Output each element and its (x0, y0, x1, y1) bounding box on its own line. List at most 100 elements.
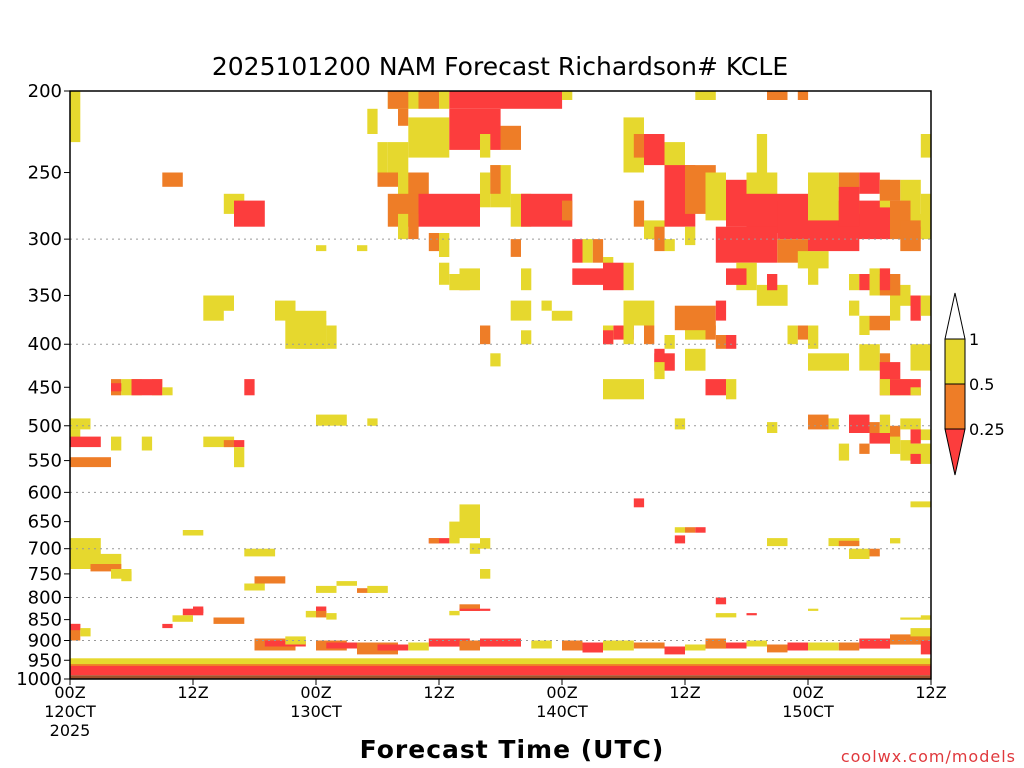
heatmap-cell (244, 548, 276, 557)
heatmap-cell (623, 300, 655, 326)
y-tick-label: 750 (28, 564, 62, 585)
heatmap-cell (808, 414, 829, 430)
x-tick-label: 12Z (177, 683, 208, 702)
heatmap-cell (838, 642, 860, 651)
heatmap-cell (111, 383, 132, 392)
heatmap-cell (70, 429, 81, 444)
heatmap-cell (705, 379, 726, 396)
heatmap-cell (644, 134, 665, 166)
heatmap-cell (439, 233, 450, 257)
y-tick-label: 450 (28, 377, 62, 398)
heatmap-cell (890, 538, 901, 544)
heatmap-cell (418, 193, 480, 227)
heatmap-cell (849, 274, 860, 291)
heatmap-cell (244, 379, 255, 396)
heatmap-cell (890, 436, 901, 454)
heatmap-cell (70, 457, 111, 468)
heatmap-cell (726, 179, 747, 227)
heatmap-cell (910, 429, 921, 444)
heatmap-cell (705, 638, 726, 649)
heatmap-cell (459, 640, 480, 651)
heatmap-cell (685, 644, 706, 651)
ground-layer (70, 675, 931, 679)
x-tick-label: 120CT (44, 702, 96, 721)
heatmap-cell (152, 379, 163, 396)
heatmap-cell (367, 108, 378, 134)
heatmap-cell (664, 646, 685, 655)
heatmap-cell (808, 262, 819, 285)
heatmap-cell (377, 644, 409, 651)
heatmap-cell (869, 433, 890, 444)
heatmap-cell (715, 226, 778, 263)
heatmap-cell (70, 658, 931, 665)
heatmap-cell (377, 172, 398, 187)
x-tick-label: 2025 (50, 721, 91, 740)
heatmap-cell (859, 638, 891, 649)
heatmap-cell (890, 425, 901, 441)
y-tick-label: 400 (28, 334, 62, 355)
heatmap-cell (439, 91, 450, 109)
plot-frame (69, 90, 932, 680)
heatmap-cell (910, 387, 921, 396)
heatmap-cell (838, 186, 860, 227)
heatmap-cell (551, 310, 573, 321)
legend-bottom-arrow (944, 428, 966, 476)
heatmap-cell (869, 422, 880, 433)
heatmap-cell (408, 213, 419, 240)
heatmap-cell (70, 664, 931, 676)
y-tick-label: 350 (28, 285, 62, 306)
x-tick-label: 00Z (300, 683, 331, 702)
heatmap-cell (890, 634, 931, 645)
heatmap-cell (900, 617, 932, 620)
heatmap-cell (746, 613, 757, 616)
heatmap-cell (910, 501, 931, 508)
heatmap-cell (449, 274, 460, 291)
heatmap-cell (418, 91, 439, 109)
heatmap-cell (623, 262, 634, 291)
x-tick-label: 00Z (54, 683, 85, 702)
x-tick-label: 130CT (290, 702, 342, 721)
heatmap-cell (428, 638, 470, 647)
x-tick-label: 150CT (782, 702, 834, 721)
heatmap-cell (664, 239, 675, 252)
heatmap-cell (623, 117, 644, 173)
legend-label-0.5: 0.5 (969, 375, 994, 394)
heatmap-cell (879, 179, 901, 201)
heatmap-cell (182, 608, 204, 616)
heatmap-cell (644, 325, 655, 345)
heatmap-cell (316, 585, 337, 593)
heatmap-cell (808, 172, 839, 221)
heatmap-cell (715, 335, 727, 349)
heatmap-cell (767, 422, 778, 433)
legend-label-1: 1 (969, 330, 979, 349)
heatmap-cell (90, 564, 122, 572)
heatmap-cell (920, 134, 932, 158)
heatmap-cell (715, 597, 727, 605)
heatmap-cell (541, 300, 552, 311)
heatmap-cell (70, 91, 81, 143)
x-tick-label: 00Z (546, 683, 577, 702)
heatmap-cell (849, 548, 870, 559)
heatmap-cell (879, 414, 891, 433)
x-tick-label: 12Z (423, 683, 454, 702)
heatmap-cell (705, 172, 726, 221)
heatmap-cell (521, 268, 532, 291)
heatmap-cell (695, 91, 706, 100)
heatmap-cell (654, 348, 665, 363)
heatmap-cell (808, 353, 829, 371)
heatmap-cell (490, 165, 501, 194)
heatmap-cell (572, 268, 604, 285)
heatmap-cell (459, 608, 491, 611)
heatmap-cell (70, 436, 101, 448)
heatmap-cell (141, 436, 153, 451)
heatmap-cell (162, 623, 173, 629)
heatmap-cell (562, 200, 573, 221)
heatmap-cell (213, 295, 234, 311)
legend-top-arrow (944, 292, 966, 340)
heatmap-cell (910, 453, 921, 464)
heatmap-cell (111, 569, 132, 579)
heatmap-cell (879, 353, 891, 371)
heatmap-cell (316, 245, 327, 252)
heatmap-cell (285, 636, 306, 645)
x-axis-label: Forecast Time (UTC) (360, 735, 665, 764)
